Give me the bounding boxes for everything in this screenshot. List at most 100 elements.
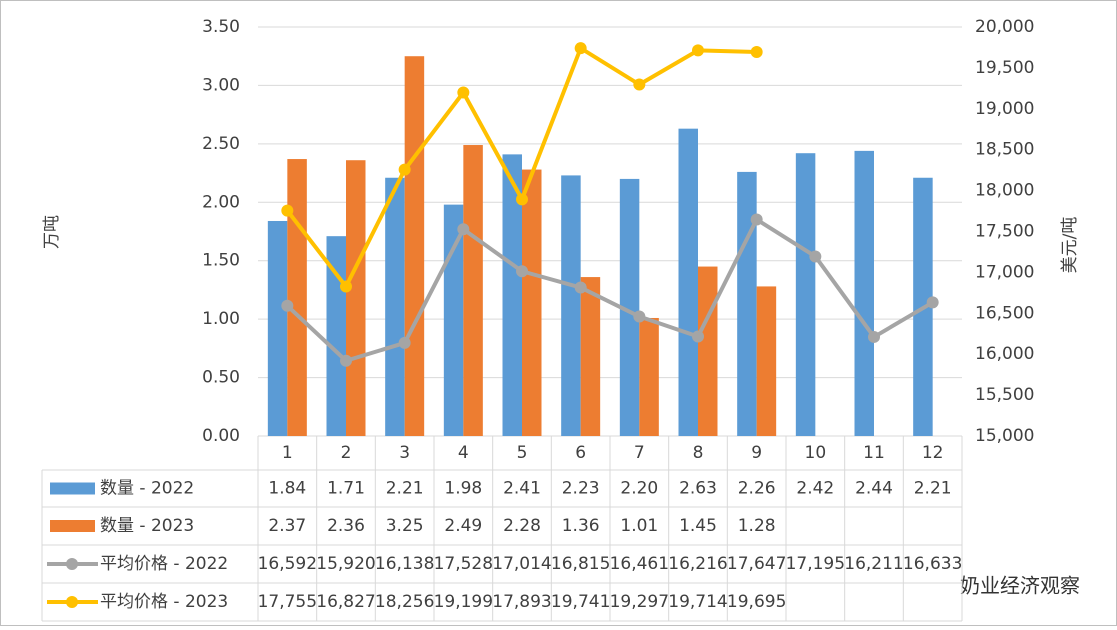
bar [854,150,874,436]
point [340,354,352,367]
table-cell: 19,695 [727,592,786,612]
table-cell: 16,138 [375,554,434,574]
bar [678,128,698,436]
table-cell: 16,633 [903,554,962,574]
point [398,163,411,176]
point [926,296,939,309]
legend-label: 数量 - 2022 [100,479,194,499]
x-tick-label: 7 [634,443,645,463]
table-cell: 1.28 [738,516,776,536]
y-axis-label: 万吨 [42,215,62,249]
table-cell: 18,256 [375,592,434,612]
table-cell: 2.37 [268,516,306,536]
x-tick-label: 2 [341,443,352,463]
y-tick-label: 2.00 [202,192,240,212]
legend-label: 平均价格 - 2023 [100,592,228,612]
x-tick-label: 8 [693,443,704,463]
table-cell: 17,647 [727,554,786,574]
point [633,310,646,323]
x-tick-label: 10 [805,443,827,463]
bar [639,317,659,436]
table-cell: 17,893 [492,592,551,612]
table-cell: 17,528 [434,554,493,574]
legend-key [50,520,95,532]
y-tick-label: 1.50 [202,251,240,271]
x-tick-label: 3 [399,443,410,463]
point [809,250,822,263]
bar [502,154,522,437]
table-cell: 16,815 [551,554,610,574]
point [574,42,587,55]
bar [346,160,366,436]
point [281,299,294,312]
bar [443,204,464,436]
y2-tick-label: 17,500 [975,222,1034,242]
y-tick-label: 3.50 [202,17,240,37]
y2-tick-label: 16,500 [975,303,1034,323]
x-tick-label: 4 [458,443,469,463]
point [457,223,470,236]
x-tick-label: 5 [517,443,528,463]
point [516,265,528,278]
table-cell: 1.01 [620,516,658,536]
table-cell: 2.36 [327,516,365,536]
legend-key [66,558,78,570]
table-cell: 2.63 [679,479,717,499]
y-tick-label: 0.00 [202,426,240,446]
table-cell: 2.20 [620,479,658,499]
table-cell: 19,297 [610,592,669,612]
bar [561,175,581,436]
bar [385,177,405,436]
table-cell: 15,920 [316,554,375,574]
x-tick-label: 9 [751,443,762,463]
table-cell: 1.36 [562,516,600,536]
bar [737,171,757,436]
table-cell: 2.23 [562,479,600,499]
table-cell: 1.98 [444,479,482,499]
legend-label: 平均价格 - 2022 [100,554,228,574]
table-cell: 17,755 [258,592,317,612]
point [398,336,411,349]
table-cell: 16,592 [258,554,317,574]
line [285,217,934,363]
legend-key [50,482,95,495]
table-cell: 2.44 [855,479,893,499]
x-tick-label: 6 [575,443,586,463]
bar [404,56,425,436]
table-cell: 3.25 [386,516,424,536]
y2-tick-label: 18,000 [975,181,1034,201]
bar [619,178,640,436]
point [868,330,880,343]
table-cell: 16,827 [316,592,375,612]
table-cell: 17,014 [492,554,551,574]
table-cell: 1.84 [268,479,306,499]
table-cell: 2.26 [738,479,776,499]
x-tick-label: 12 [922,443,944,463]
y2-tick-label: 18,500 [975,140,1034,160]
y-tick-label: 3.00 [202,75,240,95]
table-cell: 2.49 [444,516,482,536]
table-cell: 16,211 [844,554,903,574]
legend-label: 数量 - 2023 [100,516,194,536]
y2-tick-label: 19,000 [975,99,1034,119]
bar [580,277,601,436]
x-tick-label: 1 [282,443,293,463]
point [516,193,528,206]
table-cell: 19,199 [434,592,493,612]
point [692,330,704,343]
y-tick-label: 1.00 [202,309,240,329]
y2-tick-label: 16,000 [975,344,1034,364]
point [340,280,352,293]
table-cell: 2.21 [914,479,952,499]
x-tick-label: 11 [863,443,885,463]
y-tick-label: 0.50 [202,368,240,388]
watermark: 奶业经济观察 [960,574,1080,598]
point [281,204,294,217]
bar [267,220,288,436]
y-tick-label: 2.50 [202,134,240,154]
table-cell: 16,216 [668,554,727,574]
point [692,44,704,57]
legend-key [66,596,78,608]
table-cell: 1.71 [327,479,365,499]
bar [287,159,307,436]
